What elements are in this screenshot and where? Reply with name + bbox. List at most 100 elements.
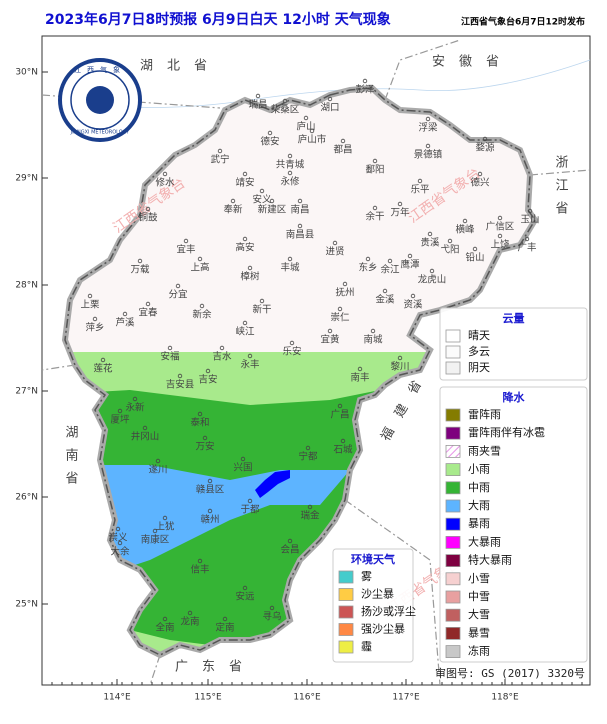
- city-dot: [527, 208, 533, 214]
- legend-label: 暴雪: [468, 626, 490, 639]
- legend-swatch: [445, 329, 461, 343]
- city-label: 丰城: [280, 262, 300, 274]
- city-dot: [142, 425, 148, 431]
- city-label: 上饶: [490, 239, 510, 251]
- city-dot: [167, 345, 173, 351]
- city-dot: [247, 498, 253, 504]
- city-label: 新余: [192, 309, 212, 321]
- city-dot: [337, 403, 343, 409]
- city-dot: [155, 458, 161, 464]
- city-label: 彭泽: [355, 84, 375, 96]
- legend-label: 暴雨: [468, 517, 490, 530]
- legend-swatch: [445, 536, 461, 549]
- city-label: 南丰: [350, 372, 369, 384]
- city-dot: [205, 368, 211, 374]
- city-label: 龙南: [180, 616, 199, 628]
- city-label: 峡江: [235, 326, 255, 338]
- city-label: 于都: [240, 505, 260, 516]
- city-label: 乐平: [410, 184, 430, 196]
- city-label: 石城: [333, 445, 353, 456]
- city-dot: [247, 353, 253, 359]
- lat-label: 30°N: [15, 68, 38, 78]
- city-dot: [259, 188, 265, 194]
- legend-label: 冻雨: [468, 644, 490, 658]
- city-dot: [289, 340, 295, 346]
- city-dot: [287, 256, 293, 262]
- legend-swatch: [445, 345, 461, 359]
- province-label: 安徽省: [432, 55, 513, 70]
- legend-label: 霾: [361, 640, 372, 653]
- city-label: 修水: [155, 177, 175, 189]
- city-dot: [497, 233, 503, 239]
- city-label: 宜黄: [320, 334, 339, 346]
- legend-swatch: [338, 640, 354, 654]
- city-dot: [222, 616, 228, 622]
- city-label: 万安: [195, 441, 214, 453]
- title: 2023年6月7日8时预报 6月9日白天 12小时 天气现象: [45, 11, 391, 28]
- city-dot: [342, 281, 348, 287]
- city-label: 瑞昌: [248, 99, 267, 111]
- heavy-rain: [65, 465, 350, 570]
- city-dot: [305, 445, 311, 451]
- city-label: 全南: [155, 622, 174, 634]
- city-label: 寻乌: [262, 611, 281, 623]
- city-dot: [145, 206, 151, 212]
- city-label: 分宜: [168, 289, 187, 301]
- city-label: 龙虎山: [418, 274, 447, 286]
- city-dot: [175, 283, 181, 289]
- legend-label: 大暴雨: [468, 534, 501, 548]
- province-label: 湖北省: [140, 59, 221, 74]
- city-dot: [282, 98, 288, 104]
- city-dot: [462, 218, 468, 224]
- lat-label: 29°N: [15, 174, 38, 184]
- city-dot: [267, 130, 273, 136]
- legend-swatch: [445, 481, 461, 495]
- city-label: 宁都: [298, 451, 318, 463]
- city-dot: [425, 143, 431, 149]
- city-dot: [202, 435, 208, 441]
- logo-name: 江西气象: [74, 65, 126, 74]
- city-label: 铜鼓: [138, 212, 158, 224]
- city-label: 贵溪: [420, 237, 440, 249]
- city-dot: [100, 357, 106, 363]
- province-label: 浙江省: [553, 155, 569, 224]
- city-dot: [407, 253, 413, 259]
- legend-box: [439, 386, 588, 663]
- city-dot: [197, 558, 203, 564]
- city-dot: [307, 504, 313, 510]
- legend-label: 强沙尘暴: [361, 623, 405, 636]
- city-dot: [117, 540, 123, 546]
- city-label: 崇仁: [330, 312, 350, 324]
- legend-label: 多云: [468, 344, 490, 358]
- legend-label: 中雪: [468, 590, 490, 603]
- city-dot: [340, 138, 346, 144]
- lat-label: 26°N: [15, 493, 38, 503]
- legend-label: 沙尘暴: [361, 588, 394, 601]
- legend-swatch: [445, 590, 461, 604]
- city-label: 资溪: [403, 299, 423, 311]
- city-label: 萍乡: [85, 323, 104, 334]
- city-dot: [92, 316, 98, 322]
- legend-box: [439, 307, 588, 381]
- city-dot: [387, 258, 393, 264]
- city-label: 广昌: [330, 409, 349, 421]
- header-bg: [0, 0, 607, 30]
- legend-swatch: [445, 426, 461, 440]
- city-label: 靖安: [235, 177, 254, 189]
- lat-label: 25°N: [15, 600, 38, 610]
- city-label: 庐山: [296, 121, 315, 133]
- city-dot: [255, 93, 261, 99]
- city-label: 永修: [280, 176, 300, 188]
- city-label: 婺源: [475, 143, 495, 154]
- city-dot: [447, 238, 453, 244]
- legend-swatch: [445, 408, 461, 422]
- city-label: 德兴: [470, 177, 489, 189]
- city-label: 安义: [252, 194, 272, 206]
- legend-swatch: [445, 608, 461, 622]
- city-dot: [370, 328, 376, 334]
- city-label: 高安: [235, 242, 254, 254]
- city-dot: [427, 231, 433, 237]
- city-dot: [197, 411, 203, 417]
- city-label: 万年: [390, 207, 410, 219]
